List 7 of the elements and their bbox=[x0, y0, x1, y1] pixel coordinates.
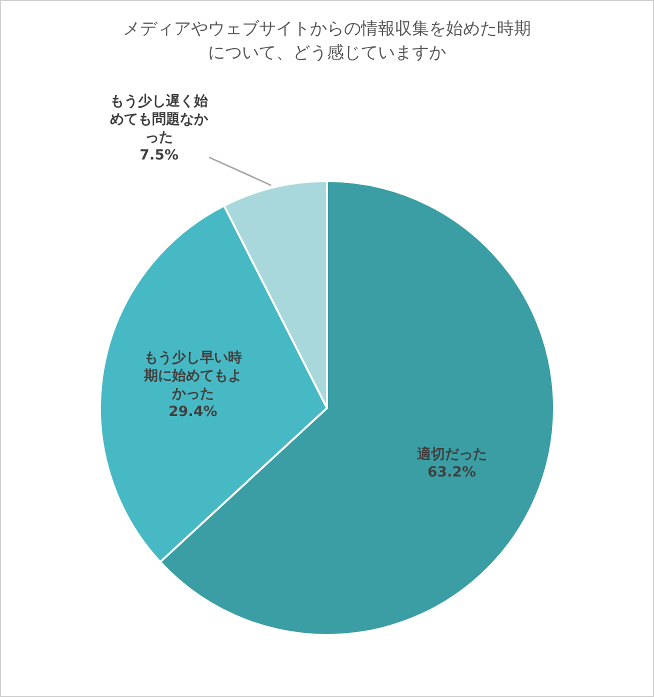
data-label: 63.2% bbox=[427, 464, 476, 481]
chart-title: メディアやウェブサイトからの情報収集を始めた時期について、どう感じていますか bbox=[123, 19, 531, 63]
slice-label: 適切だった bbox=[416, 446, 487, 463]
slice-label: もう少し早い時期に始めてもよかった bbox=[142, 350, 242, 402]
slice-label: もう少し遅く始めても問題なかった bbox=[110, 93, 210, 146]
data-label: 7.5% bbox=[140, 147, 178, 164]
data-label: 29.4% bbox=[168, 404, 218, 420]
